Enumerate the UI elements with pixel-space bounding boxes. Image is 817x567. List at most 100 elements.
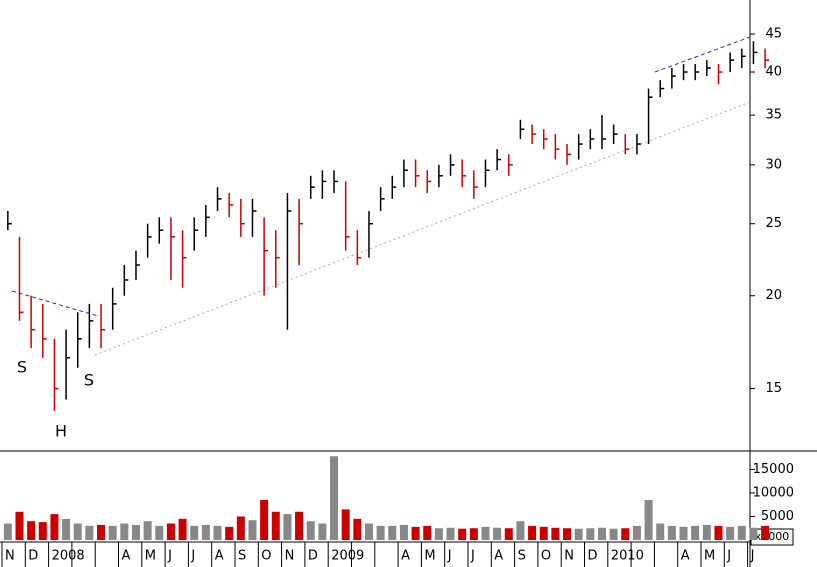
x-tick-label: J — [726, 549, 731, 564]
volume-bar — [563, 528, 572, 540]
y-tick-label: 35 — [765, 108, 782, 123]
x-tick-label: J — [750, 549, 755, 564]
x-tick-label: J — [470, 549, 475, 564]
volume-bar — [597, 527, 606, 540]
volume-bar — [516, 521, 525, 540]
volume-bar — [108, 525, 117, 540]
volume-bar — [178, 518, 187, 540]
volume-bar — [201, 524, 210, 540]
volume-bar — [586, 528, 595, 540]
volume-bar — [399, 524, 408, 540]
y-tick-label: 45 — [765, 27, 782, 42]
volume-bar — [248, 520, 257, 540]
pattern-label: S — [17, 358, 27, 377]
volume-bar — [318, 523, 327, 540]
volume-bar — [166, 523, 175, 540]
x-tick-label: N — [564, 549, 574, 564]
volume-bar — [271, 511, 280, 540]
x-tick-label: M — [704, 549, 715, 564]
x-tick-label: M — [145, 549, 156, 564]
volume-bar — [50, 514, 59, 540]
volume-bar — [3, 523, 12, 540]
volume-bar — [143, 521, 152, 540]
volume-bar — [609, 528, 618, 540]
volume-bar — [38, 522, 47, 540]
volume-bar — [749, 527, 758, 540]
volume-bar — [155, 525, 164, 540]
y-tick-label: 10000 — [753, 485, 794, 500]
x-tick-label: J — [447, 549, 452, 564]
volume-bar — [481, 526, 490, 540]
volume-bar — [761, 525, 770, 540]
volume-bar — [702, 524, 711, 540]
volume-bar — [458, 528, 467, 540]
x-tick-label: A — [122, 549, 131, 564]
volume-bar — [73, 523, 82, 540]
volume-bar — [446, 527, 455, 540]
x-tick-label: A — [215, 549, 224, 564]
volume-bar — [213, 525, 222, 540]
channel-line — [654, 36, 751, 73]
volume-bar — [504, 528, 513, 540]
volume-bar — [434, 528, 443, 540]
x-tick-label: A — [401, 549, 410, 564]
volume-bar — [62, 518, 71, 540]
volume-bar — [27, 521, 36, 540]
volume-bar — [225, 526, 234, 540]
volume-bar — [330, 456, 339, 540]
x-tick-label: A — [494, 549, 503, 564]
neckline — [11, 290, 99, 317]
volume-bar — [423, 525, 432, 540]
x-tick-label: D — [28, 549, 38, 564]
y-tick-label: 15000 — [753, 462, 794, 477]
volume-bar — [679, 526, 688, 540]
x-tick-label: O — [261, 549, 271, 564]
volume-bar — [295, 511, 304, 540]
volume-bar — [656, 523, 665, 540]
volume-bar — [528, 525, 537, 540]
pattern-label: H — [55, 422, 67, 441]
y-tick-label: 15 — [765, 381, 782, 396]
volume-bar — [120, 523, 129, 540]
volume-bar — [376, 525, 385, 540]
volume-bar — [15, 511, 24, 540]
y-tick-label: 30 — [765, 157, 782, 172]
volume-bar — [260, 500, 269, 540]
volume-bar — [236, 516, 245, 540]
volume-bar — [364, 523, 373, 540]
volume-bar — [551, 527, 560, 540]
volume-bar — [691, 525, 700, 540]
volume-bar — [341, 509, 350, 540]
volume-bar — [726, 526, 735, 540]
x-tick-label: A — [681, 549, 690, 564]
y-tick-label: 25 — [765, 216, 782, 231]
volume-bar — [621, 528, 630, 540]
volume-bar — [574, 528, 583, 540]
x-tick-label: J — [190, 549, 195, 564]
y-tick-label: 40 — [765, 65, 782, 80]
volume-bar — [644, 500, 653, 540]
x-tick-label: S — [518, 549, 526, 564]
x-tick-label: O — [541, 549, 551, 564]
x-tick-label: J — [167, 549, 172, 564]
volume-bar — [714, 525, 723, 540]
y-tick-label: 5000 — [761, 509, 794, 524]
volume-bar — [539, 526, 548, 540]
x-tick-label: D — [588, 549, 598, 564]
y-tick-label: 20 — [765, 288, 782, 303]
x-tick-label: D — [308, 549, 318, 564]
volume-bar — [131, 524, 140, 540]
volume-bar — [469, 528, 478, 540]
volume-bar — [632, 525, 641, 540]
volume-bar — [411, 526, 420, 540]
x-tick-label: 2010 — [611, 549, 644, 564]
x-tick-label: N — [285, 549, 295, 564]
volume-bar — [737, 525, 746, 540]
volume-bar — [493, 527, 502, 540]
volume-bar — [190, 525, 199, 540]
volume-bar — [97, 524, 106, 540]
pattern-label: S — [84, 371, 94, 390]
